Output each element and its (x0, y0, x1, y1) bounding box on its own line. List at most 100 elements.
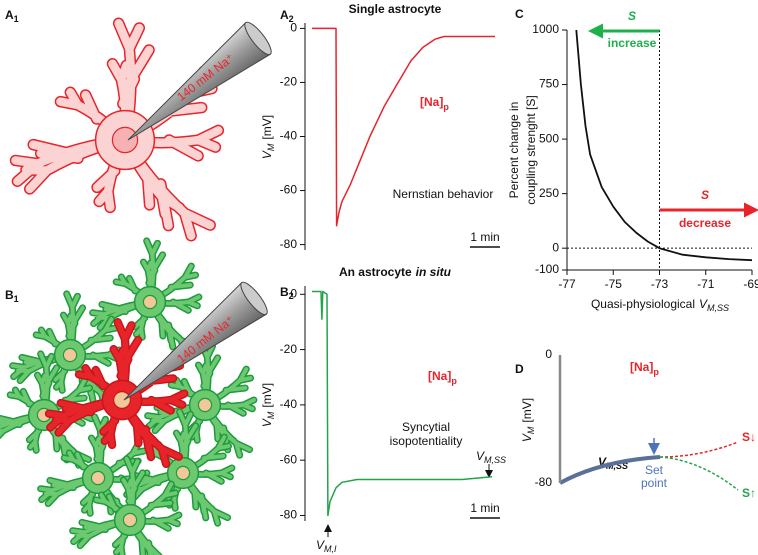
x-tick-label: -69 (743, 277, 758, 291)
state-label: VM,SS (598, 455, 628, 471)
y-label-var: V (260, 150, 274, 159)
chart-title: An astrocyte in situ (339, 265, 452, 279)
astro-fill (46, 319, 187, 467)
astro-fill (70, 456, 181, 555)
y-tick-label: 750 (539, 77, 559, 91)
y-tick-label: 0 (545, 347, 552, 361)
set-point-label: point (641, 476, 668, 490)
arrow-text: increase (608, 36, 657, 50)
y-tick-label: 1000 (532, 22, 559, 36)
ion-label: [Na]p (630, 360, 659, 377)
y-label: VM [mV] (260, 383, 276, 427)
y-label-var: V (260, 418, 274, 427)
marker-sub: M,I (324, 544, 337, 554)
marker-label: VM,SS (476, 449, 506, 465)
ion-text: [Na] (420, 95, 443, 109)
panel-letter: B (280, 285, 289, 299)
annotation: isopotentiality (390, 434, 463, 448)
pipette-end (244, 21, 272, 56)
ion-sub: p (451, 376, 457, 386)
y-tick-label: -80 (535, 475, 553, 489)
soma (62, 347, 78, 363)
y-tick-label: 0 (552, 240, 559, 254)
marker-label: VM,I (316, 538, 337, 554)
y-tick-label: -60 (280, 183, 298, 197)
y-label-sub: M (266, 411, 276, 419)
y-tick-label: -40 (280, 397, 298, 411)
panel-sub: 2 (289, 291, 294, 301)
y-tick-label: -60 (280, 452, 298, 466)
y-label-unit: [mV] (520, 398, 534, 423)
y-label-sub: M (266, 143, 276, 151)
astrocyte (89, 237, 203, 356)
y-label: Percent change in (507, 102, 521, 199)
panel-letter: A (280, 8, 289, 22)
illustrations (0, 17, 272, 555)
ion-label: [Na]p (428, 369, 457, 386)
astro-fill (11, 19, 223, 240)
branch-label: S↓ (742, 430, 756, 444)
panel-sub: 1 (14, 14, 19, 24)
y-label: VM [mV] (520, 398, 536, 442)
panel-label: B1 (5, 288, 19, 304)
ion-sub: p (653, 367, 659, 377)
arrow-text: decrease (679, 216, 731, 230)
state-sub: M,SS (606, 461, 628, 471)
y-label: VM [mV] (260, 115, 276, 159)
soma (90, 470, 106, 486)
set-point-label: Set (645, 463, 664, 477)
chart-title: Single astrocyte (349, 2, 442, 16)
x-label-sub: M,SS (707, 303, 729, 313)
pipette (123, 281, 268, 401)
ion-text: [Na] (630, 360, 653, 374)
panel-label: D (515, 362, 524, 376)
soma (112, 391, 131, 410)
soma (142, 294, 158, 310)
y-tick-label: -40 (280, 129, 298, 143)
panel-letter: A (5, 8, 14, 22)
y-tick-label: 0 (290, 21, 297, 35)
soma (197, 397, 213, 413)
pipette (127, 21, 272, 141)
panel-letter: B (5, 288, 14, 302)
arrow-symbol: S (701, 188, 709, 202)
state-curve (559, 455, 661, 485)
y-tick-label: -100 (535, 262, 559, 276)
state-var: V (598, 455, 607, 469)
ion-label: [Na]p (420, 95, 449, 112)
y-tick-label: 250 (539, 186, 559, 200)
x-label: Quasi-physiological VM,SS (591, 297, 729, 313)
panel-sub: 1 (14, 294, 19, 304)
branch-label: S↑ (742, 486, 756, 500)
y-tick-label: 500 (539, 131, 559, 145)
panel-label: B2 (280, 285, 294, 301)
y-tick-label: -20 (280, 342, 298, 356)
x-tick-label: -71 (697, 277, 715, 291)
branch-down (659, 456, 739, 491)
y-label-sub: M (526, 426, 536, 434)
title-part: in situ (416, 265, 452, 279)
y-tick-label: 0 (290, 286, 297, 300)
soma (122, 512, 138, 528)
panel-label: A1 (5, 8, 19, 24)
soma (111, 126, 139, 154)
marker-sub: M,SS (484, 455, 506, 465)
y-label-unit: [mV] (260, 383, 274, 408)
trace (312, 290, 493, 517)
y-label-unit: [mV] (260, 115, 274, 140)
y-label: coupling strenght [S] (524, 95, 538, 204)
ion-text: [Na] (428, 369, 451, 383)
x-tick-label: -75 (605, 277, 623, 291)
x-tick-label: -73 (651, 277, 669, 291)
annotation: Nernstian behavior (393, 187, 494, 201)
panel-label: C (515, 7, 524, 21)
marker-var: V (316, 538, 325, 552)
annotation: Syncytial (402, 420, 450, 434)
panel-label: A2 (280, 8, 294, 24)
astrocyte (9, 17, 225, 242)
pipette-end (240, 281, 268, 316)
y-tick-label: -80 (280, 237, 298, 251)
astro-fill (90, 238, 201, 355)
ion-sub: p (443, 102, 449, 112)
